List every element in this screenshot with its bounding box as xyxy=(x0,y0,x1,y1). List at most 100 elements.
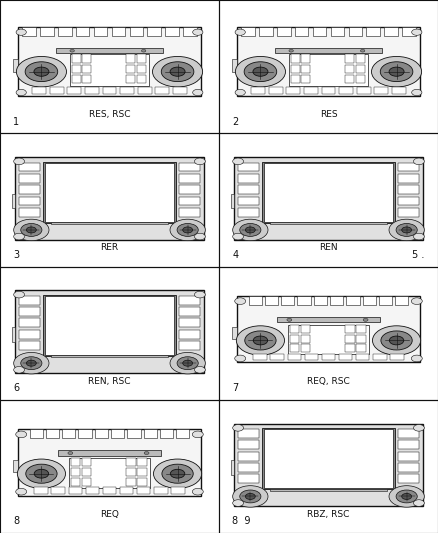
Bar xyxy=(102,87,117,94)
Circle shape xyxy=(235,56,286,87)
Bar xyxy=(398,185,419,194)
Bar xyxy=(356,64,365,73)
Bar xyxy=(160,429,173,438)
Bar xyxy=(374,87,388,94)
Bar xyxy=(82,75,92,83)
Bar xyxy=(290,344,299,352)
Text: 3: 3 xyxy=(13,250,19,260)
Bar xyxy=(297,296,311,305)
Bar xyxy=(356,325,366,333)
Text: 8  9: 8 9 xyxy=(232,516,251,527)
Circle shape xyxy=(16,488,27,495)
Bar xyxy=(82,54,92,63)
Bar xyxy=(72,54,81,63)
Bar xyxy=(75,27,89,36)
Bar xyxy=(288,354,301,360)
Circle shape xyxy=(170,67,185,76)
Bar xyxy=(349,27,363,36)
Bar xyxy=(46,429,59,438)
Bar xyxy=(127,468,136,476)
Bar xyxy=(19,208,40,217)
Circle shape xyxy=(14,292,25,298)
Bar xyxy=(11,193,15,208)
Bar xyxy=(398,429,419,438)
Bar xyxy=(240,27,254,36)
Bar xyxy=(238,208,259,217)
Circle shape xyxy=(289,50,293,52)
Bar xyxy=(58,450,161,456)
Bar xyxy=(290,335,299,343)
Bar xyxy=(290,325,299,333)
Circle shape xyxy=(21,357,42,369)
Circle shape xyxy=(16,431,27,438)
Bar xyxy=(314,296,327,305)
Bar xyxy=(346,296,360,305)
Text: RER: RER xyxy=(100,244,119,252)
Bar xyxy=(322,354,335,360)
Bar xyxy=(234,157,423,240)
Bar xyxy=(301,75,311,83)
Bar xyxy=(356,75,365,83)
Bar xyxy=(277,317,380,322)
Bar xyxy=(21,27,35,36)
Circle shape xyxy=(233,425,244,431)
Bar xyxy=(304,87,318,94)
Bar xyxy=(238,452,259,461)
Bar xyxy=(50,87,64,94)
Bar xyxy=(51,222,168,224)
Text: 4: 4 xyxy=(232,250,238,260)
Bar xyxy=(137,458,147,466)
Circle shape xyxy=(363,318,368,321)
Bar xyxy=(398,197,419,205)
Bar xyxy=(138,87,152,94)
Circle shape xyxy=(177,357,198,369)
Bar xyxy=(19,197,40,205)
Bar xyxy=(331,27,345,36)
Circle shape xyxy=(360,50,365,52)
Text: 8: 8 xyxy=(13,516,19,527)
Bar xyxy=(95,429,108,438)
Circle shape xyxy=(194,233,205,240)
Circle shape xyxy=(14,367,25,373)
Circle shape xyxy=(170,219,205,241)
Bar xyxy=(179,174,200,183)
Bar xyxy=(15,290,204,373)
Bar xyxy=(51,356,168,358)
Circle shape xyxy=(153,459,201,488)
Circle shape xyxy=(287,318,292,321)
Bar xyxy=(291,54,300,63)
Bar xyxy=(238,174,259,183)
Circle shape xyxy=(235,29,245,35)
Text: REN: REN xyxy=(319,244,338,252)
Bar xyxy=(19,174,40,183)
Circle shape xyxy=(144,451,149,455)
Circle shape xyxy=(193,29,203,35)
Bar xyxy=(385,27,399,36)
Circle shape xyxy=(152,56,203,87)
Bar xyxy=(179,296,200,305)
Bar xyxy=(238,474,259,483)
Bar xyxy=(345,54,354,63)
Circle shape xyxy=(372,326,420,355)
Circle shape xyxy=(402,227,412,233)
Text: REN, RSC: REN, RSC xyxy=(88,377,131,385)
Circle shape xyxy=(233,486,268,507)
Bar xyxy=(179,330,200,338)
Circle shape xyxy=(162,464,193,483)
Text: REQ: REQ xyxy=(100,510,119,519)
Circle shape xyxy=(380,62,413,82)
Bar xyxy=(270,489,387,491)
Circle shape xyxy=(21,223,42,236)
Circle shape xyxy=(34,469,49,478)
Bar xyxy=(34,487,48,494)
Bar xyxy=(179,163,200,172)
Bar xyxy=(238,163,259,172)
Circle shape xyxy=(237,326,285,355)
Bar xyxy=(127,429,141,438)
Circle shape xyxy=(192,488,203,495)
Circle shape xyxy=(16,56,67,87)
Bar xyxy=(45,163,174,222)
Circle shape xyxy=(412,29,422,35)
Bar xyxy=(56,49,163,53)
Circle shape xyxy=(14,158,25,165)
